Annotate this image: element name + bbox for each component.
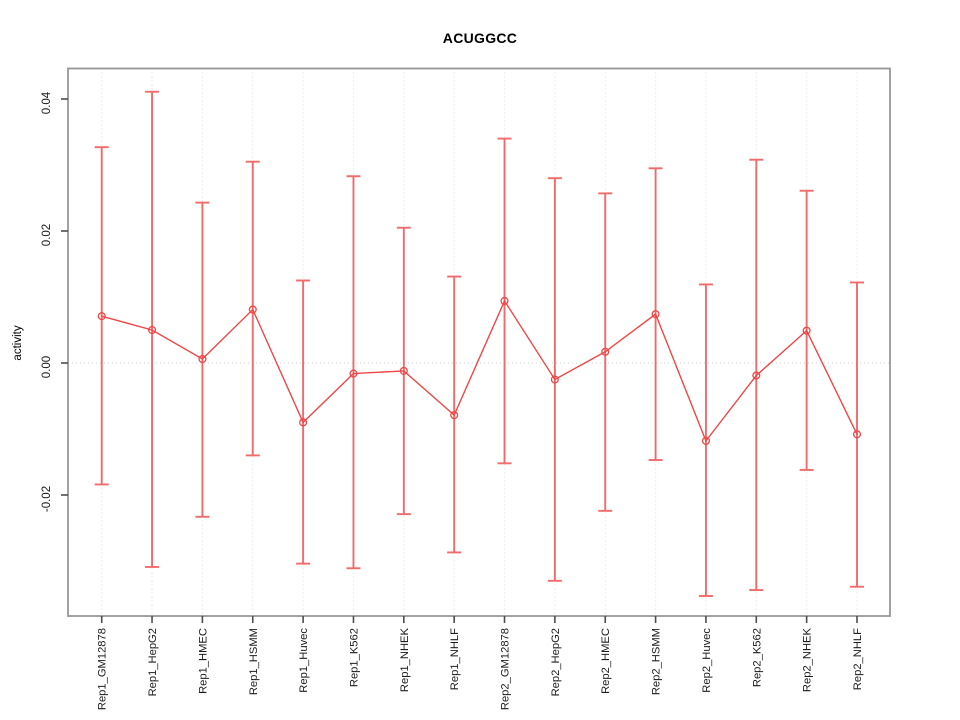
data-point-marker (248, 305, 257, 314)
data-point-marker (500, 296, 509, 306)
x-tick-label: Rep1_K562 (348, 628, 360, 687)
x-tick-label: Rep2_K562 (751, 628, 763, 687)
x-tick-label: Rep2_HepG2 (550, 628, 562, 696)
y-tick-label: 0.00 (41, 356, 53, 378)
data-point-marker (651, 310, 660, 319)
data-point-marker (399, 366, 408, 375)
data-point-marker (601, 347, 610, 356)
x-tick-label: Rep1_Huvec (298, 628, 310, 693)
x-tick-label: Rep1_HMEC (197, 628, 209, 694)
y-axis-label: activity (12, 325, 24, 361)
x-tick-label: Rep2_HSMM (651, 628, 663, 695)
data-point-marker (198, 354, 207, 364)
data-point-marker (550, 375, 559, 384)
data-point-marker (148, 325, 157, 335)
x-tick-label: Rep1_HSMM (248, 628, 260, 695)
data-point-marker (701, 436, 710, 445)
y-tick-label: 0.04 (41, 91, 53, 114)
series-line (101, 299, 858, 443)
data-point-marker (752, 371, 761, 380)
chart-title: ACUGGCC (442, 30, 518, 46)
x-tick-label: Rep1_NHEK (399, 627, 411, 692)
data-point-marker (450, 411, 459, 420)
x-tick-label: Rep1_HepG2 (147, 628, 159, 696)
x-tick-label: Rep2_GM12878 (500, 628, 512, 710)
plot-border (67, 67, 891, 617)
data-point-marker (299, 418, 308, 427)
data-point-marker (349, 369, 358, 378)
data-point-marker (802, 326, 811, 335)
x-tick-label: Rep2_NHLF (852, 628, 864, 690)
y-tick-label: -0.02 (41, 486, 53, 512)
x-tick-label: Rep2_NHEK (802, 627, 814, 692)
y-tick-label: 0.02 (41, 224, 53, 246)
x-tick-label: Rep1_GM12878 (97, 628, 109, 710)
x-tick-label: Rep1_NHLF (449, 628, 461, 690)
data-point-marker (97, 312, 106, 321)
x-tick-label: Rep2_HMEC (600, 628, 612, 694)
x-tick-label: Rep2_Huvec (701, 628, 713, 693)
data-point-marker (852, 430, 862, 439)
